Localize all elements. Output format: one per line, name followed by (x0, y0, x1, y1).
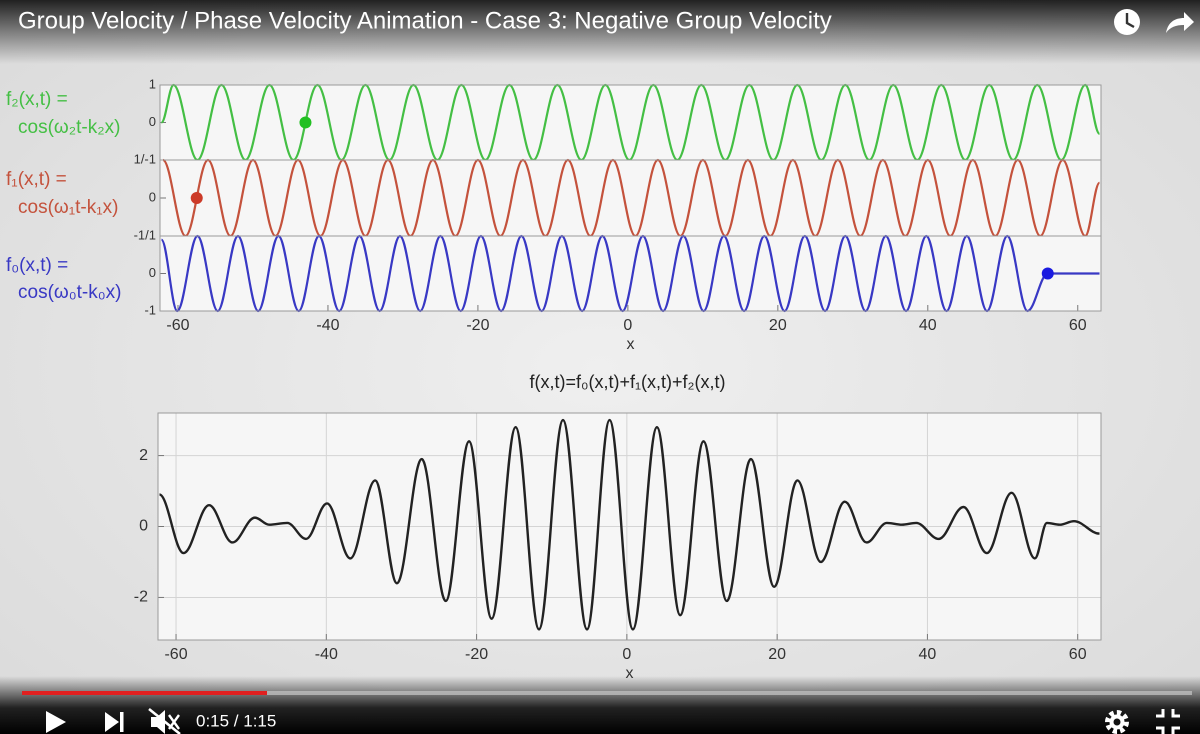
x-tick-label: 40 (919, 317, 937, 334)
y-axis-label: cos(ω₂t-k₂x) (18, 117, 120, 138)
figure: 0 1 f₂(x,t) = cos(ω₂t-k₂x) 0 1/-1 f₁(x,t) = cos… (6, 76, 1102, 682)
y-tick-label: 0 (139, 518, 148, 535)
x-tick-label: -20 (466, 317, 489, 334)
x-tick-label: 0 (622, 646, 631, 663)
bottom-overlay (0, 676, 1200, 734)
x-tick-label: -60 (166, 317, 189, 334)
x-tick-label: 40 (919, 646, 937, 663)
progress-track[interactable] (22, 691, 1192, 695)
y-tick-label: -1/1 (134, 227, 156, 242)
y-tick-label: 0 (149, 189, 156, 204)
y-tick-label: 2 (139, 447, 148, 464)
y-tick-label: 1/-1 (134, 151, 156, 166)
moving-point (190, 192, 203, 204)
y-axis-label: f₁(x,t) = (6, 169, 67, 190)
x-tick-label: 20 (769, 317, 787, 334)
moving-point (299, 116, 312, 129)
top-overlay (0, 0, 1200, 64)
x-tick-label: 20 (768, 646, 786, 663)
watch-later-button[interactable] (1114, 9, 1140, 35)
settings-button[interactable] (1105, 710, 1129, 734)
plot-area (160, 85, 1101, 160)
y-tick-label: 0 (149, 265, 156, 280)
x-tick-label: -40 (316, 317, 339, 334)
exit-fullscreen-button[interactable] (1156, 709, 1180, 734)
y-tick-label: 0 (149, 114, 156, 129)
next-button[interactable] (105, 712, 124, 732)
play-button[interactable] (46, 711, 66, 733)
x-tick-label: -40 (315, 646, 338, 663)
x-tick-label: -60 (164, 646, 187, 663)
x-axis-label: x (626, 665, 634, 682)
axes-box (157, 412, 1102, 641)
time-display: 0:15 / 1:15 (196, 711, 276, 730)
x-tick-label: 0 (623, 317, 632, 334)
y-tick-label: 1 (149, 76, 156, 91)
curve (160, 234, 1100, 313)
x-axis-label: x (627, 336, 635, 353)
video-title[interactable]: Group Velocity / Phase Velocity Animatio… (18, 7, 832, 34)
y-axis-label: f₀(x,t) = (6, 255, 68, 276)
y-axis-label: f₂(x,t) = (6, 89, 68, 110)
x-tick-label: -20 (465, 646, 488, 663)
chart-title: f(x,t)=f₀(x,t)+f₁(x,t)+f₂(x,t) (529, 372, 725, 392)
y-axis-label: cos(ω₁t-k₁x) (18, 197, 118, 218)
mute-button[interactable] (148, 707, 181, 734)
moving-point (1041, 267, 1054, 280)
share-button[interactable] (1166, 12, 1194, 33)
progress-played[interactable] (22, 691, 267, 695)
axes-box (159, 235, 1102, 312)
y-tick-label: -1 (144, 302, 156, 317)
x-tick-label: 60 (1069, 646, 1087, 663)
y-axis-label: cos(ω₀t-k₀x) (18, 282, 121, 303)
y-tick-label: -2 (134, 589, 148, 606)
plot-area (160, 236, 1101, 311)
x-tick-label: 60 (1069, 317, 1087, 334)
curve (158, 418, 1100, 631)
